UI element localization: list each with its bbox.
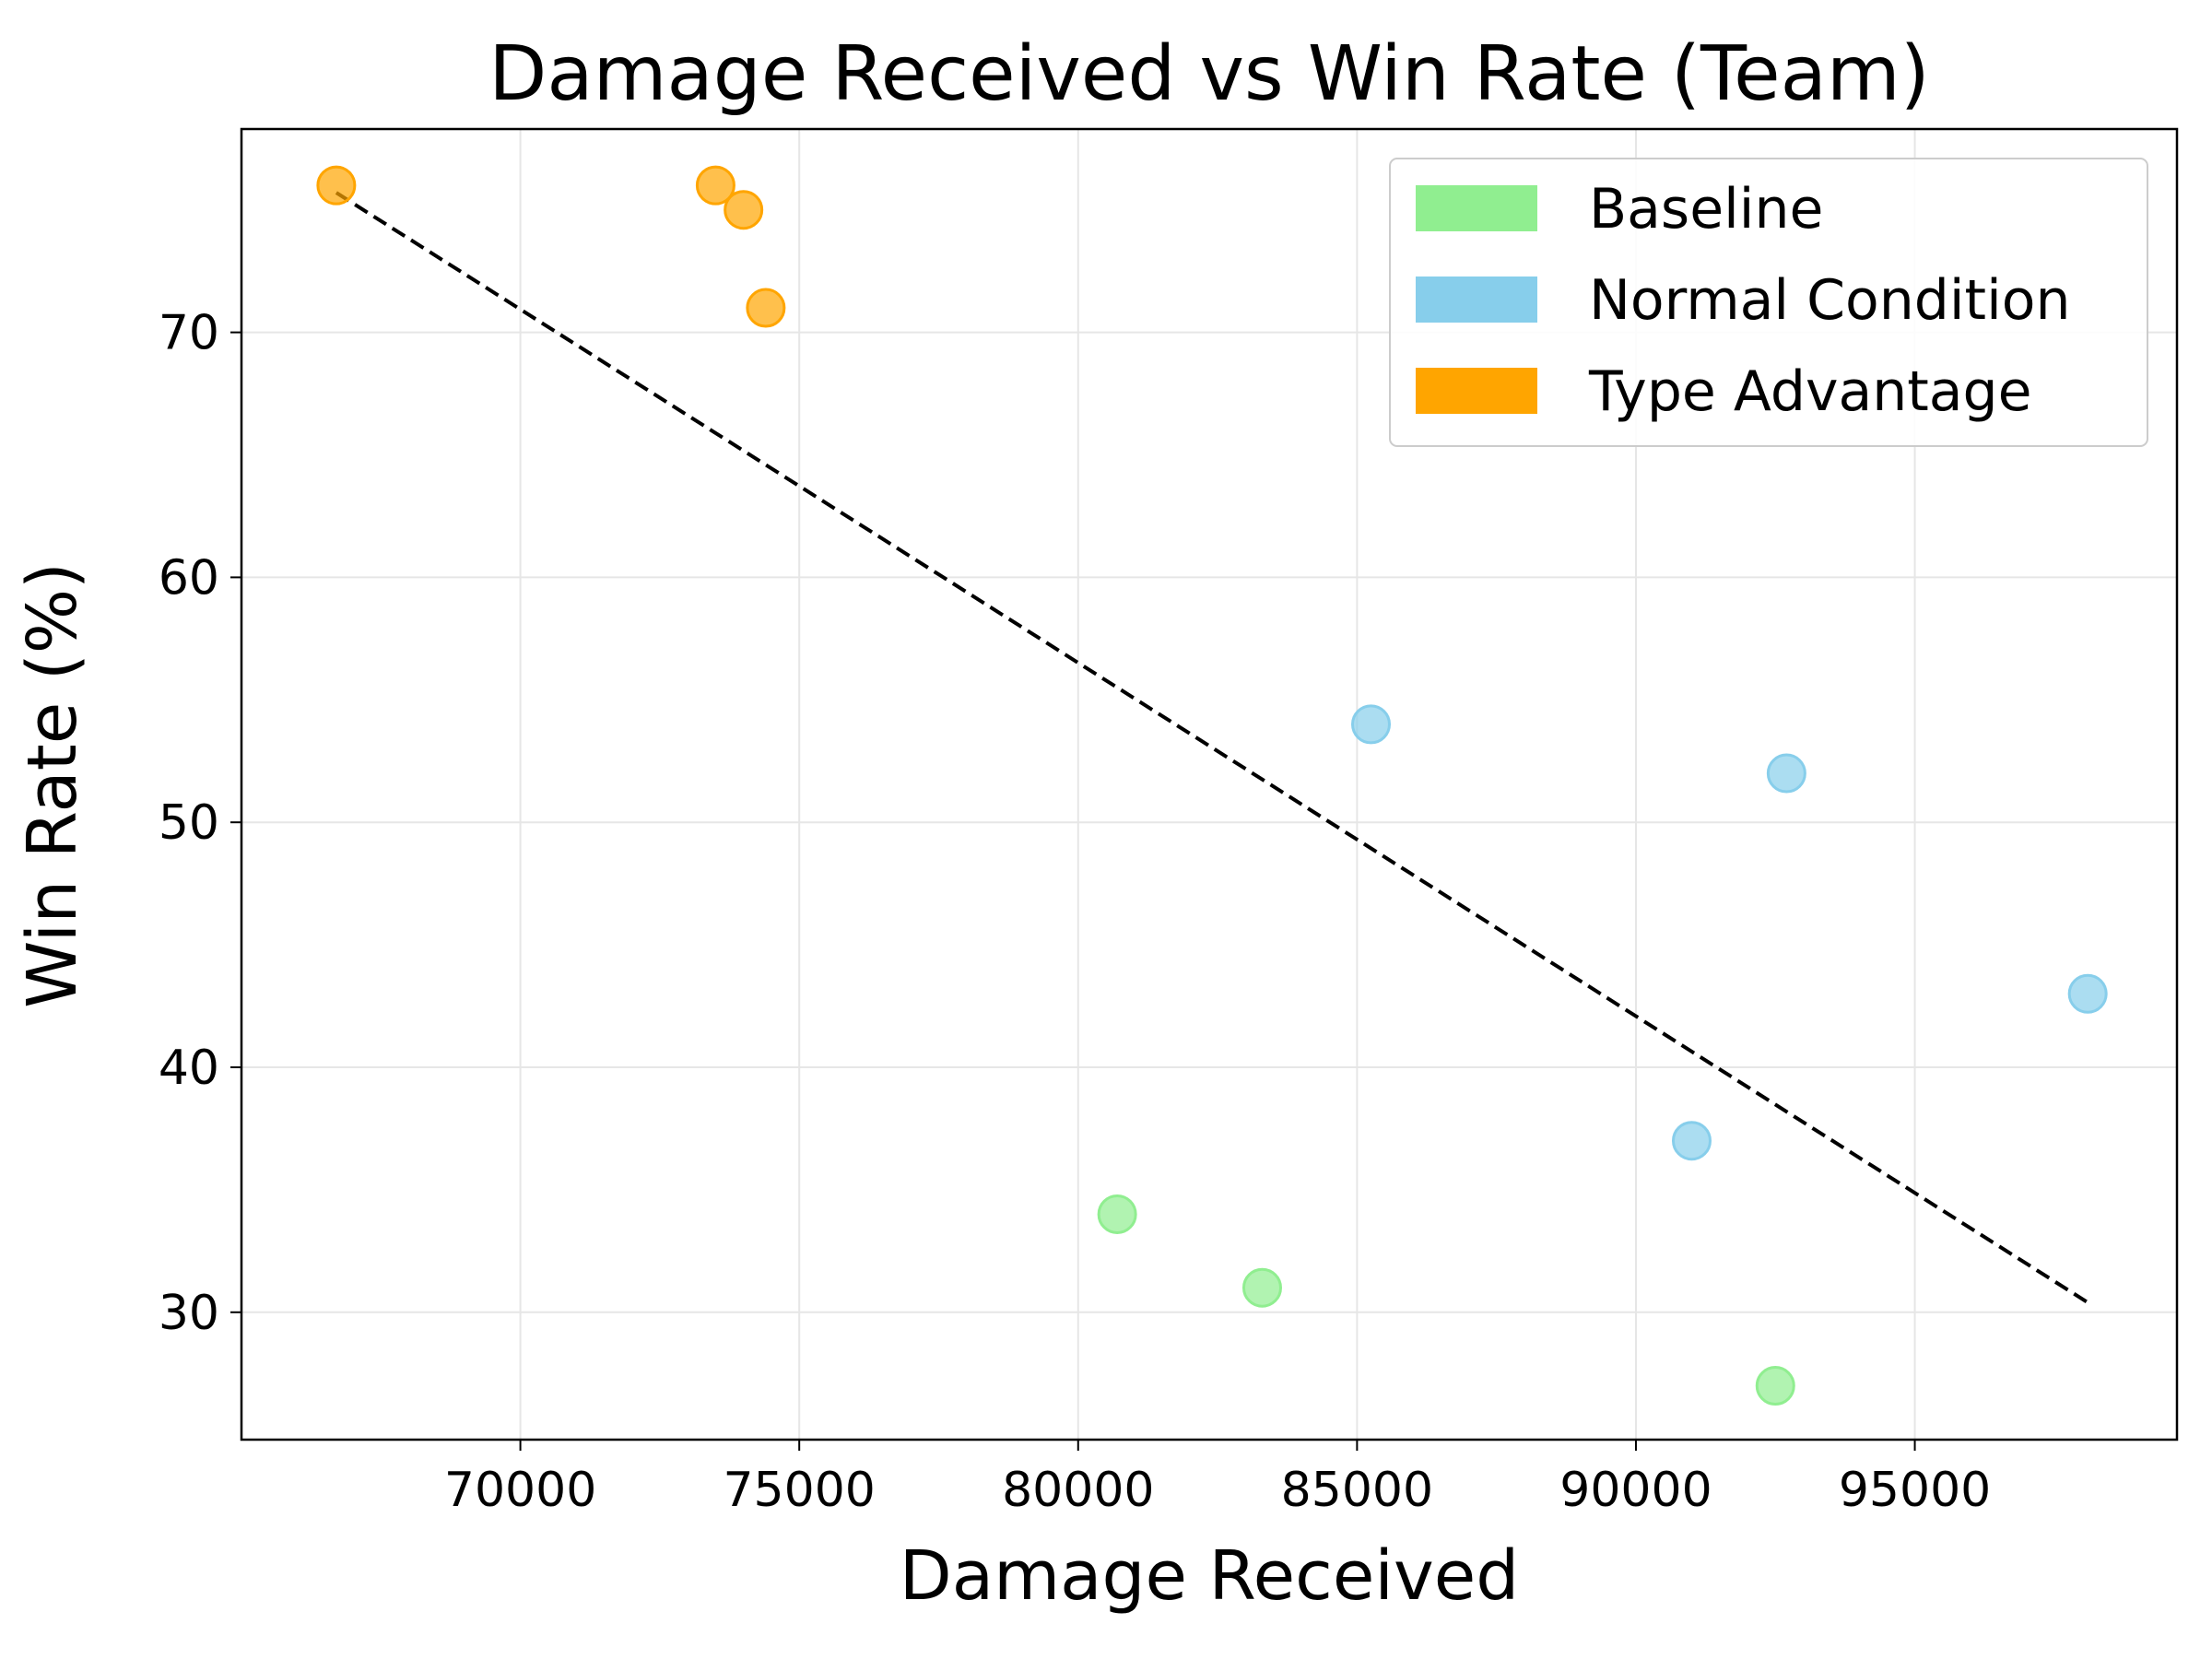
data-point [695,165,735,206]
data-point [1766,753,1806,794]
legend-swatch [1416,276,1537,323]
legend-swatch [1416,368,1537,414]
data-point [1351,704,1392,745]
chart-title: Damage Received vs Win Rate (Team) [488,30,1929,118]
trendline [335,191,2089,1304]
y-axis-ticks: 30 40 50 60 70 [159,306,241,1341]
data-point [724,190,764,230]
x-tick-label: 75000 [723,1463,875,1518]
x-axis-label: Damage Received [900,1536,1519,1616]
x-tick-label: 90000 [1559,1463,1712,1518]
y-tick-label: 50 [159,795,219,851]
series-normal-condition [1351,704,2108,1161]
trendline-layer [335,191,2089,1304]
series-type-advantage [316,165,786,328]
legend-frame [1389,158,2148,447]
legend-label: Normal Condition [1589,268,2070,333]
data-point [1671,1121,1712,1161]
y-tick-label: 30 [159,1286,219,1341]
x-tick-label: 95000 [1839,1463,1991,1518]
y-tick-label: 60 [159,550,219,606]
data-point [316,165,357,206]
y-tick-label: 70 [159,306,219,361]
legend-swatch [1416,185,1537,231]
x-tick-label: 70000 [444,1463,596,1518]
legend-label: Type Advantage [1588,359,2032,424]
legend: Baseline Normal Condition Type Advantage [1389,158,2148,447]
data-point [2067,973,2108,1014]
data-point [1241,1267,1282,1308]
legend-label: Baseline [1589,177,1823,241]
x-tick-label: 80000 [1002,1463,1154,1518]
data-point [1097,1194,1137,1234]
data-point [1755,1366,1795,1406]
data-point [746,288,786,328]
series-baseline [1097,1194,1795,1406]
data-points [316,165,2108,1406]
plot-frame [240,127,2179,1441]
x-axis-ticks: 70000 75000 80000 85000 90000 95000 [444,1440,1991,1518]
y-axis-label: Win Rate (%) [13,562,92,1008]
y-tick-label: 40 [159,1041,219,1096]
x-tick-label: 85000 [1281,1463,1433,1518]
axes [240,127,2179,1441]
